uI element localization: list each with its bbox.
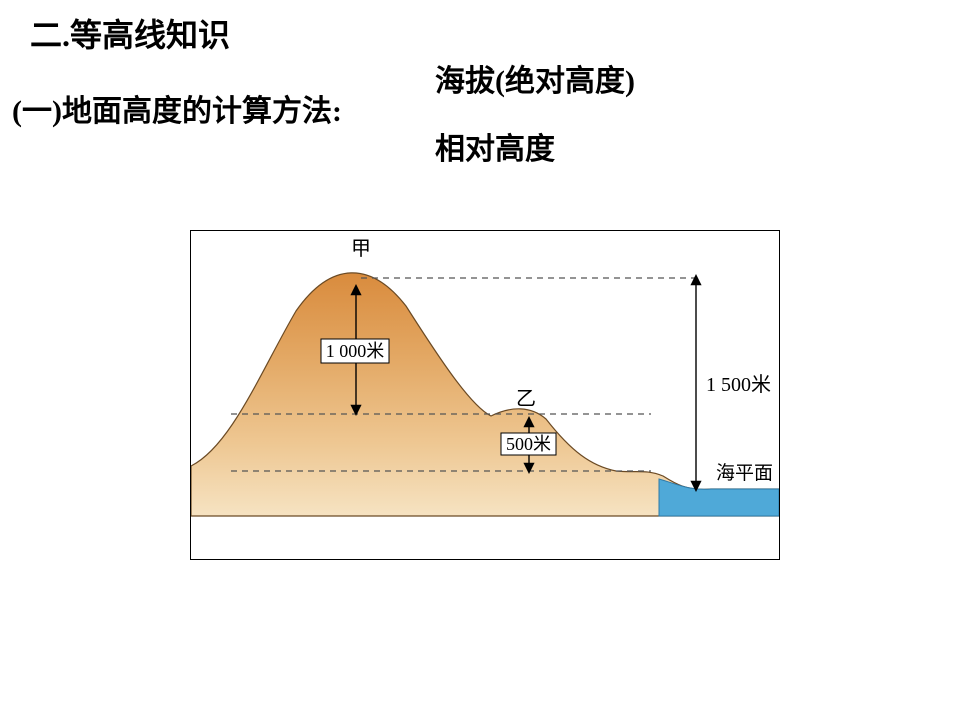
label-sea: 海平面 [716, 462, 773, 484]
label-1500: 1 500米 [706, 373, 771, 396]
box-500-text: 500米 [506, 434, 551, 454]
heading-right-2: 相对高度 [435, 124, 555, 168]
label-yi: 乙 [516, 388, 536, 410]
elevation-diagram: 1 000米 500米 甲乙 1 500米海平面 [190, 230, 780, 560]
box-1000-text: 1 000米 [326, 341, 385, 361]
diagram-svg: 1 000米 500米 甲乙 1 500米海平面 [191, 231, 779, 559]
heading-sub: (一)地面高度的计算方法: [12, 86, 342, 130]
heading-right-1: 海拔(绝对高度) [435, 56, 635, 100]
label-jia: 甲 [351, 238, 371, 260]
heading-main: 二.等高线知识 [30, 10, 230, 56]
